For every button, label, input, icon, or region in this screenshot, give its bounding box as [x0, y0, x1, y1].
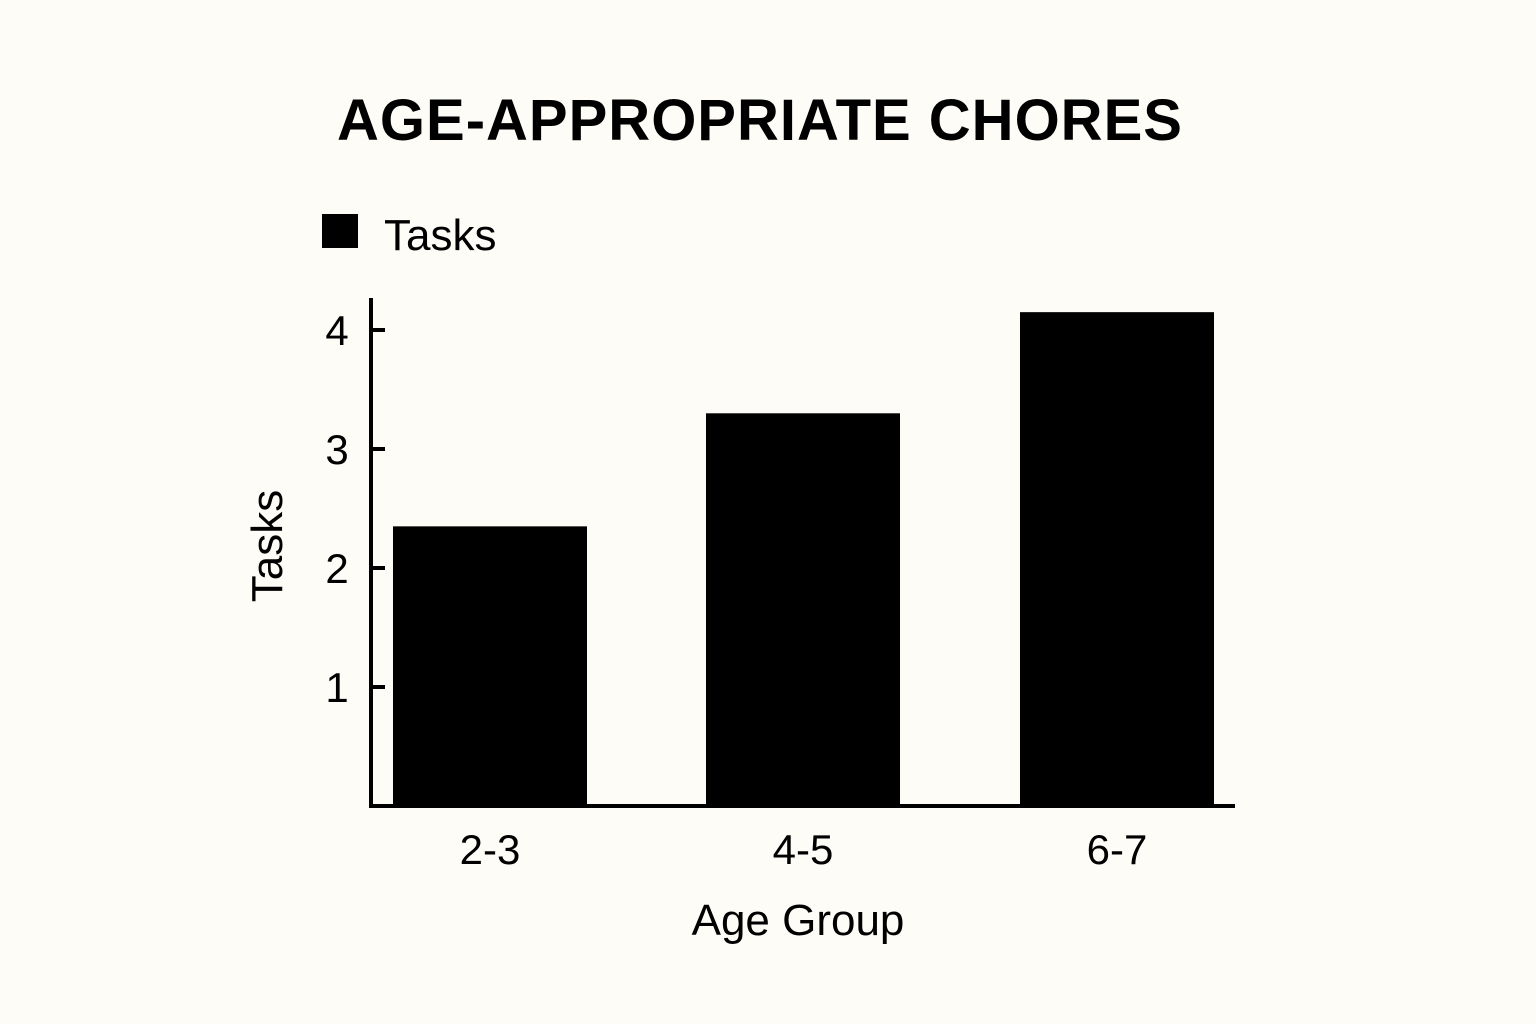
x-tick-label: 6-7 [1087, 826, 1148, 873]
bar-6-7 [1020, 312, 1214, 806]
y-axis-label: Tasks [243, 490, 292, 602]
x-tick-label: 2-3 [460, 826, 521, 873]
bar-2-3 [393, 526, 587, 806]
x-tick-label: 4-5 [773, 826, 834, 873]
y-axis-ticks: 1 2 3 4 [325, 307, 385, 711]
y-tick-label: 2 [325, 545, 348, 592]
x-axis-ticks: 2-3 4-5 6-7 [460, 826, 1148, 873]
legend-swatch [322, 214, 358, 248]
bars [393, 312, 1214, 806]
y-tick-label: 3 [325, 426, 348, 473]
y-tick-label: 4 [325, 307, 348, 354]
bar-4-5 [706, 413, 900, 806]
x-axis-label: Age Group [692, 896, 905, 945]
legend-label: Tasks [384, 211, 496, 260]
legend: Tasks [322, 211, 496, 260]
y-tick-label: 1 [325, 664, 348, 711]
chart-title: AGE-APPROPRIATE CHORES [337, 88, 1183, 153]
